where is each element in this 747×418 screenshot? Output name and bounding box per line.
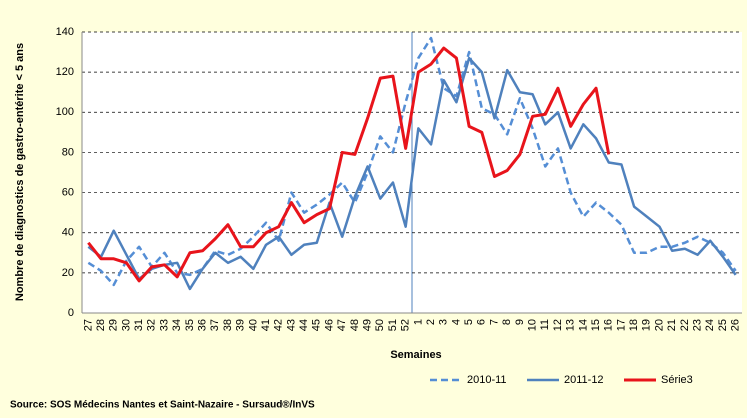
x-tick-label: 27 [82,319,94,331]
y-tick-label: 80 [62,146,74,158]
x-tick-label: 38 [222,319,234,331]
x-tick-label: 9 [514,319,526,325]
x-tick-label: 36 [196,319,208,331]
x-tick-label: 37 [209,319,221,331]
x-tick-label: 41 [260,319,272,331]
x-tick-label: 45 [311,319,323,331]
x-tick-label: 49 [361,319,373,331]
y-tick-label: 60 [62,186,74,198]
series-line [87,46,611,283]
x-tick-label: 14 [577,319,589,331]
x-tick-label: 22 [679,319,691,331]
x-tick-label: 48 [349,319,361,331]
x-tick-label: 39 [235,319,247,331]
x-tick-label: 46 [323,319,335,331]
x-tick-label: 52 [400,319,412,331]
x-tick-label: 13 [565,319,577,331]
x-tick-label: 28 [95,319,107,331]
x-tick-label: 20 [653,319,665,331]
x-tick-label: 15 [590,319,602,331]
x-tick-label: 50 [374,319,386,331]
x-tick-label: 23 [691,319,703,331]
x-tick-label: 21 [666,319,678,331]
x-tick-label: 7 [488,319,500,325]
x-tick-label: 16 [603,319,615,331]
y-tick-label: 140 [56,26,74,38]
x-tick-label: 12 [552,319,564,331]
x-tick-label: 8 [501,319,513,325]
x-tick-label: 2 [425,319,437,325]
x-tick-label: 25 [717,319,729,331]
x-tick-label: 30 [120,319,132,331]
x-tick-label: 1 [412,319,424,325]
x-tick-label: 3 [438,319,450,325]
y-tick-label: 100 [56,106,74,118]
series-line [87,36,737,287]
x-tick-label: 11 [539,319,551,330]
y-tick-label: 20 [62,267,74,279]
x-tick-label: 4 [450,319,462,325]
legend-label: 2011-12 [564,374,604,386]
x-tick-label: 42 [273,319,285,331]
x-tick-label: 40 [247,319,259,331]
y-tick-label: 0 [68,307,74,319]
x-tick-label: 31 [133,319,145,331]
y-tick-label: 40 [62,227,74,239]
series-line [87,56,737,291]
source: Source: SOS Médecins Nantes et Saint-Naz… [10,400,315,411]
x-tick-label: 35 [184,319,196,331]
x-tick-label: 33 [158,319,170,331]
x-tick-label: 26 [730,319,742,331]
x-tick-label: 18 [628,319,640,331]
x-tick-label: 17 [615,319,627,331]
x-axis-label: Semaines [390,349,441,361]
legend-label: Série3 [661,374,693,386]
x-tick-label: 5 [463,319,475,325]
x-tick-label: 43 [285,319,297,331]
x-tick-label: 10 [526,319,538,331]
x-tick-label: 29 [108,319,120,331]
x-tick-label: 19 [641,319,653,331]
y-tick-label: 120 [56,66,74,78]
legend-label: 2010-11 [467,374,507,386]
x-tick-label: 44 [298,319,310,331]
x-tick-label: 24 [704,319,716,331]
y-axis-label: Nombre de diagnostics de gastro-entérite… [14,43,26,301]
x-tick-label: 47 [336,319,348,331]
x-tick-label: 32 [146,319,158,331]
x-tick-label: 6 [476,319,488,325]
x-tick-label: 51 [387,319,399,331]
x-tick-label: 34 [171,319,183,331]
